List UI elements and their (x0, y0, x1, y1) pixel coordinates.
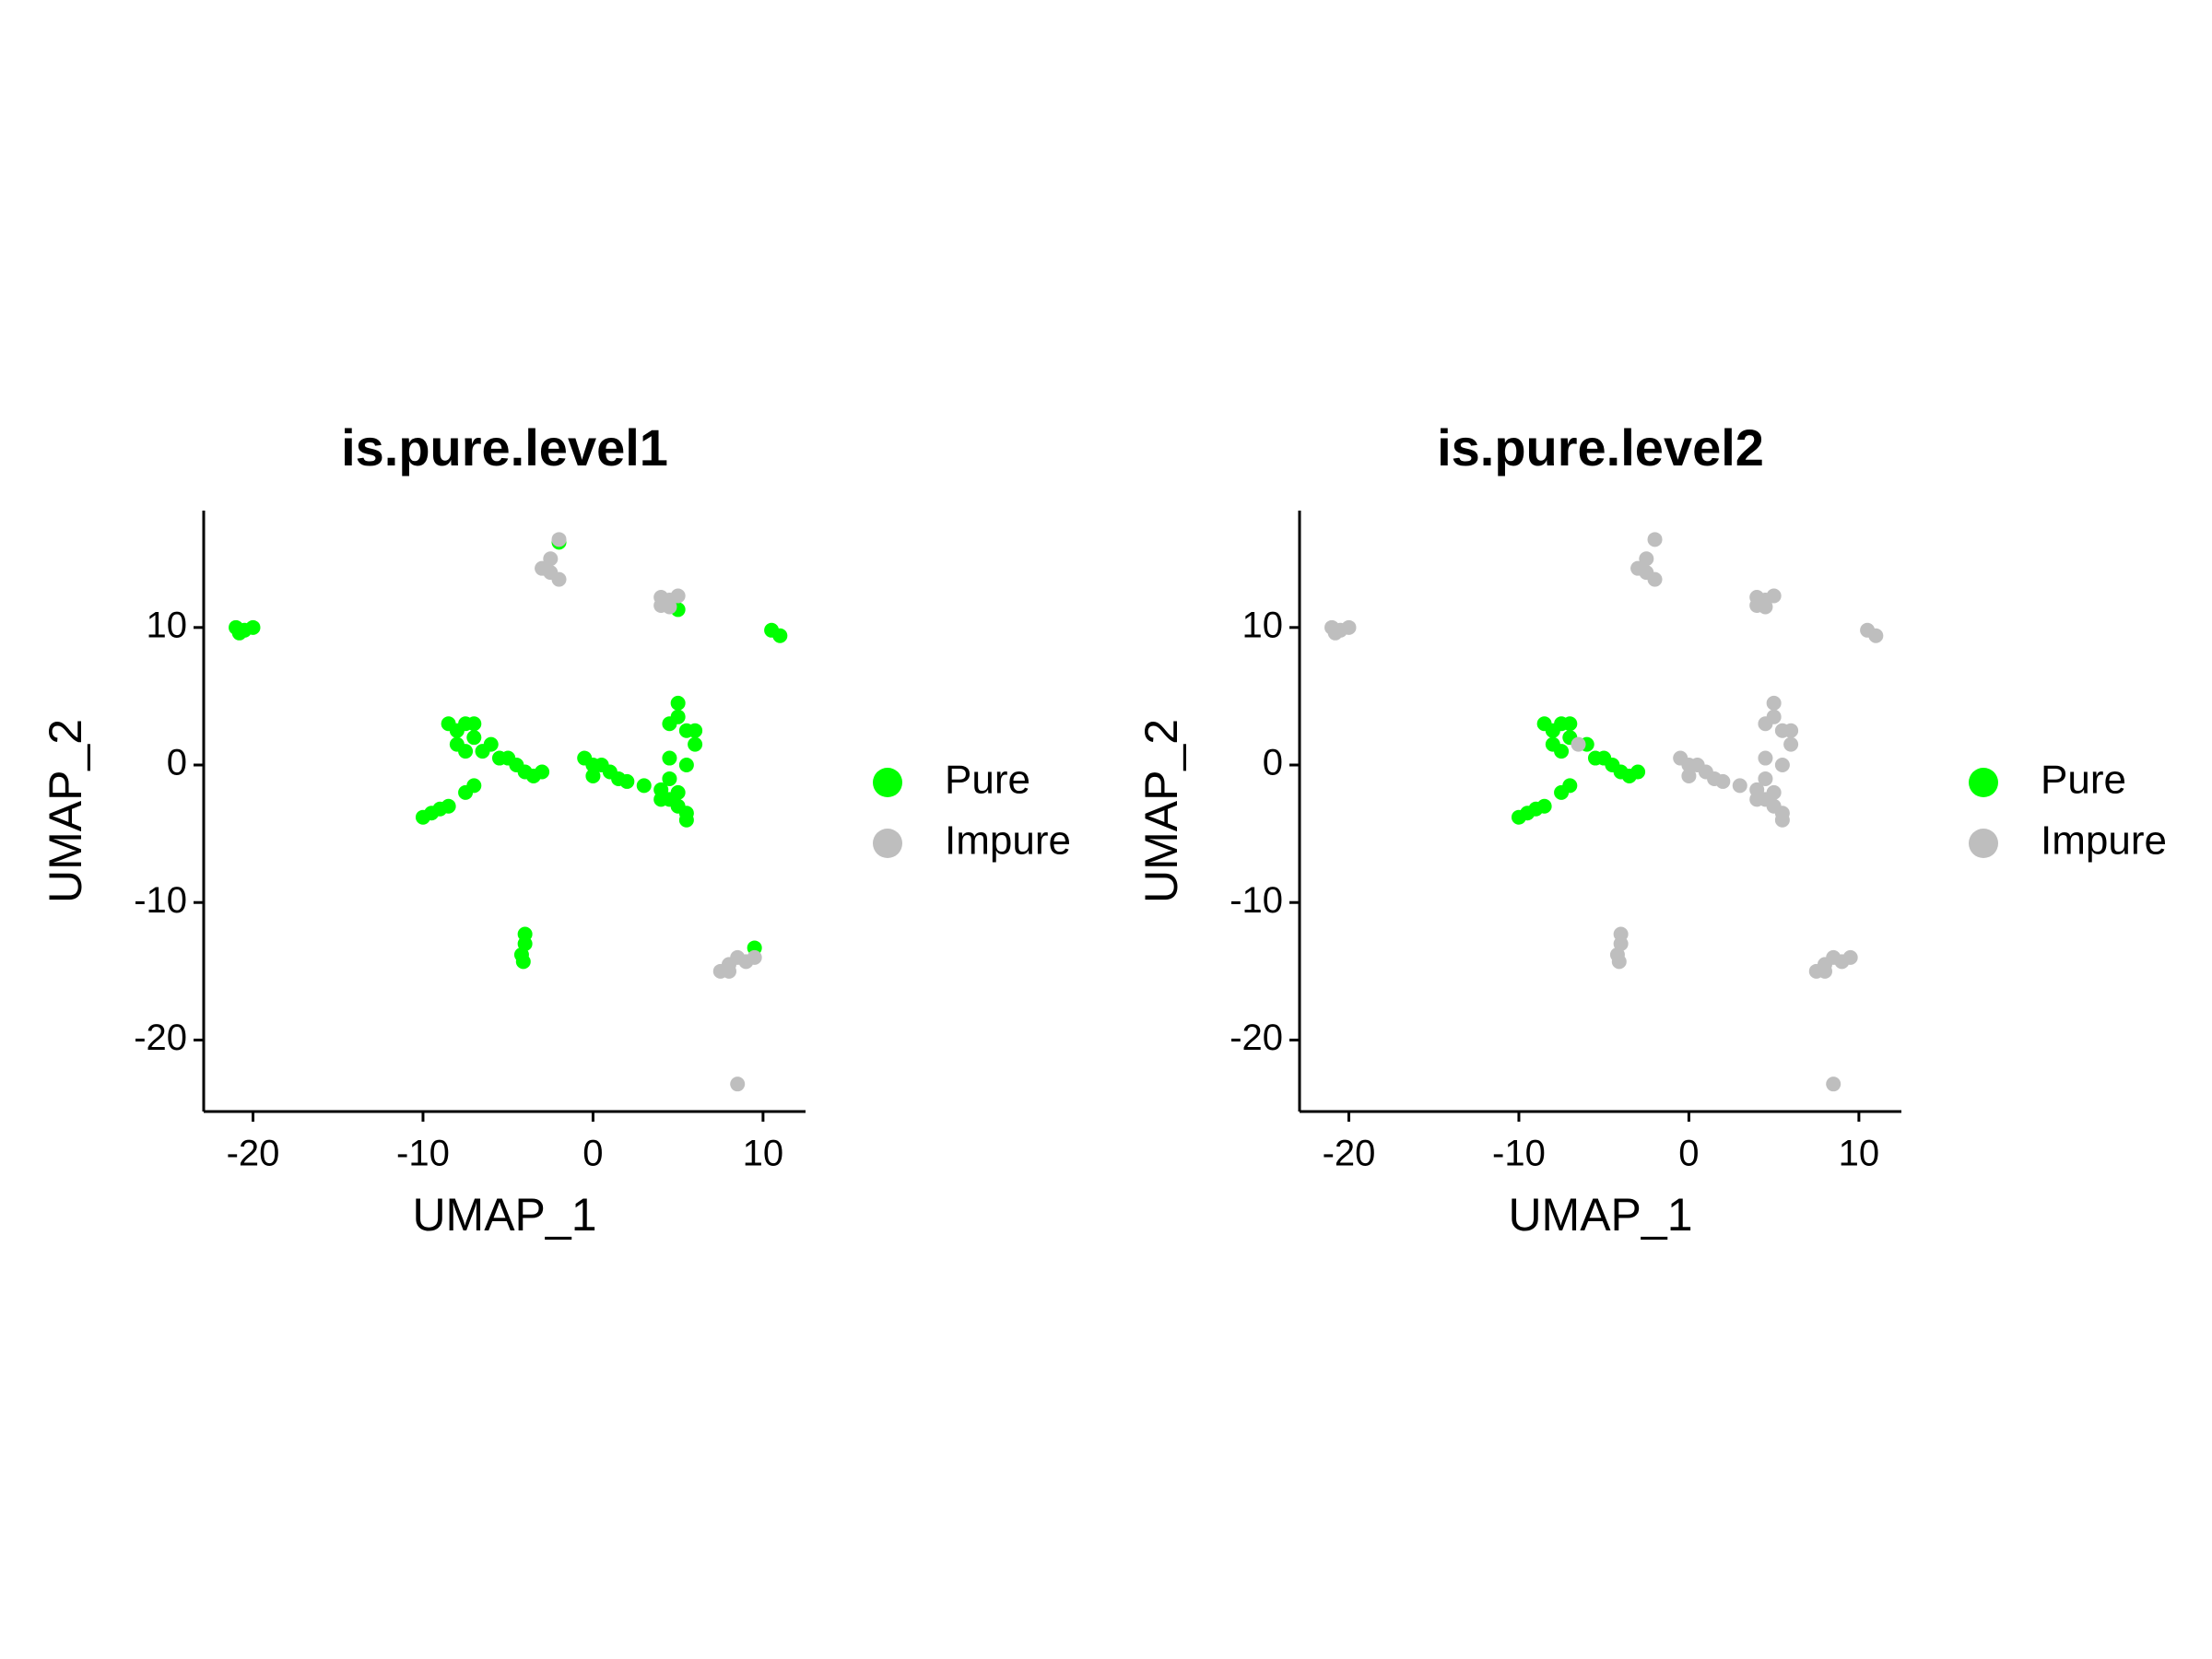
point (245, 619, 261, 635)
point (1327, 625, 1343, 641)
point (543, 551, 559, 567)
point (1783, 736, 1799, 752)
point (1774, 758, 1790, 773)
y-tick-label: 10 (147, 605, 188, 645)
point (458, 744, 474, 759)
point (585, 768, 601, 783)
point (670, 695, 686, 711)
point (730, 1077, 746, 1092)
point (1826, 1077, 1841, 1092)
point (483, 736, 499, 752)
point (466, 778, 482, 794)
point (619, 773, 635, 789)
point (662, 599, 677, 615)
legend-label: Pure (2041, 758, 2126, 803)
point (1536, 798, 1552, 814)
point (1774, 806, 1790, 821)
point (1783, 723, 1799, 738)
point (662, 792, 677, 807)
point (670, 709, 686, 724)
chart-title: is.pure.level2 (1437, 418, 1764, 477)
point (1639, 551, 1654, 567)
point (688, 736, 703, 752)
panel: is.pure.level2 -20 -10 0 10 -20 -10 0 10 UMAP_1 UM… (1135, 418, 2167, 1241)
point (1758, 771, 1773, 786)
point (466, 716, 482, 732)
panel: is.pure.level1 -20 -10 0 10 -20 -10 0 10 UMAP_1 UM… (40, 418, 1071, 1241)
y-tick-label: -20 (1230, 1018, 1283, 1058)
point (1868, 628, 1884, 643)
point (1562, 716, 1578, 732)
legend-marker (1969, 768, 1998, 797)
x-tick-label: 0 (1678, 1134, 1699, 1174)
legend-label: Pure (945, 758, 1030, 803)
point (1562, 778, 1578, 794)
point (1758, 792, 1773, 807)
point (670, 588, 686, 604)
point (678, 806, 694, 821)
legend-marker (873, 829, 902, 858)
legend-label: Impure (2041, 818, 2167, 864)
point (515, 954, 531, 970)
y-tick-label: 0 (167, 743, 187, 783)
point (551, 532, 567, 547)
point (1766, 709, 1782, 724)
y-tick-label: -10 (134, 880, 187, 921)
point (1758, 750, 1773, 766)
x-tick-label: -20 (227, 1134, 280, 1174)
point (1842, 949, 1858, 965)
point (721, 963, 736, 979)
point (662, 771, 677, 786)
point (1817, 963, 1832, 979)
chart-title: is.pure.level1 (341, 418, 668, 477)
y-tick-label: -10 (1230, 880, 1283, 921)
point (1732, 778, 1747, 794)
point (1715, 773, 1731, 789)
point (678, 758, 694, 773)
point (1554, 744, 1570, 759)
y-tick-label: -20 (134, 1018, 187, 1058)
point (1647, 571, 1663, 587)
y-axis-title: UMAP_2 (40, 719, 91, 903)
point (772, 628, 788, 643)
y-axis-title: UMAP_2 (1135, 719, 1187, 903)
y-tick-label: 10 (1242, 605, 1284, 645)
point (551, 571, 567, 587)
point (1647, 532, 1663, 547)
x-tick-label: 10 (743, 1134, 784, 1174)
x-tick-label: -20 (1323, 1134, 1376, 1174)
y-tick-label: 0 (1263, 743, 1283, 783)
point (231, 625, 247, 641)
point (1766, 695, 1782, 711)
x-tick-label: -10 (396, 1134, 450, 1174)
legend-marker (873, 768, 902, 797)
point (441, 798, 456, 814)
point (1681, 768, 1697, 783)
point (1611, 954, 1627, 970)
x-tick-label: -10 (1492, 1134, 1546, 1174)
legend-label: Impure (945, 818, 1071, 864)
x-axis-title: UMAP_1 (412, 1189, 596, 1241)
point (466, 730, 482, 746)
legend-marker (1969, 829, 1998, 858)
point (535, 764, 550, 780)
point (1766, 588, 1782, 604)
point (662, 750, 677, 766)
point (747, 949, 762, 965)
point (688, 723, 703, 738)
point (1630, 764, 1646, 780)
x-tick-label: 0 (582, 1134, 603, 1174)
point (1571, 736, 1586, 752)
point (1758, 599, 1773, 615)
x-tick-label: 10 (1839, 1134, 1880, 1174)
point (636, 778, 652, 794)
point (1341, 619, 1357, 635)
x-axis-title: UMAP_1 (1508, 1189, 1692, 1241)
